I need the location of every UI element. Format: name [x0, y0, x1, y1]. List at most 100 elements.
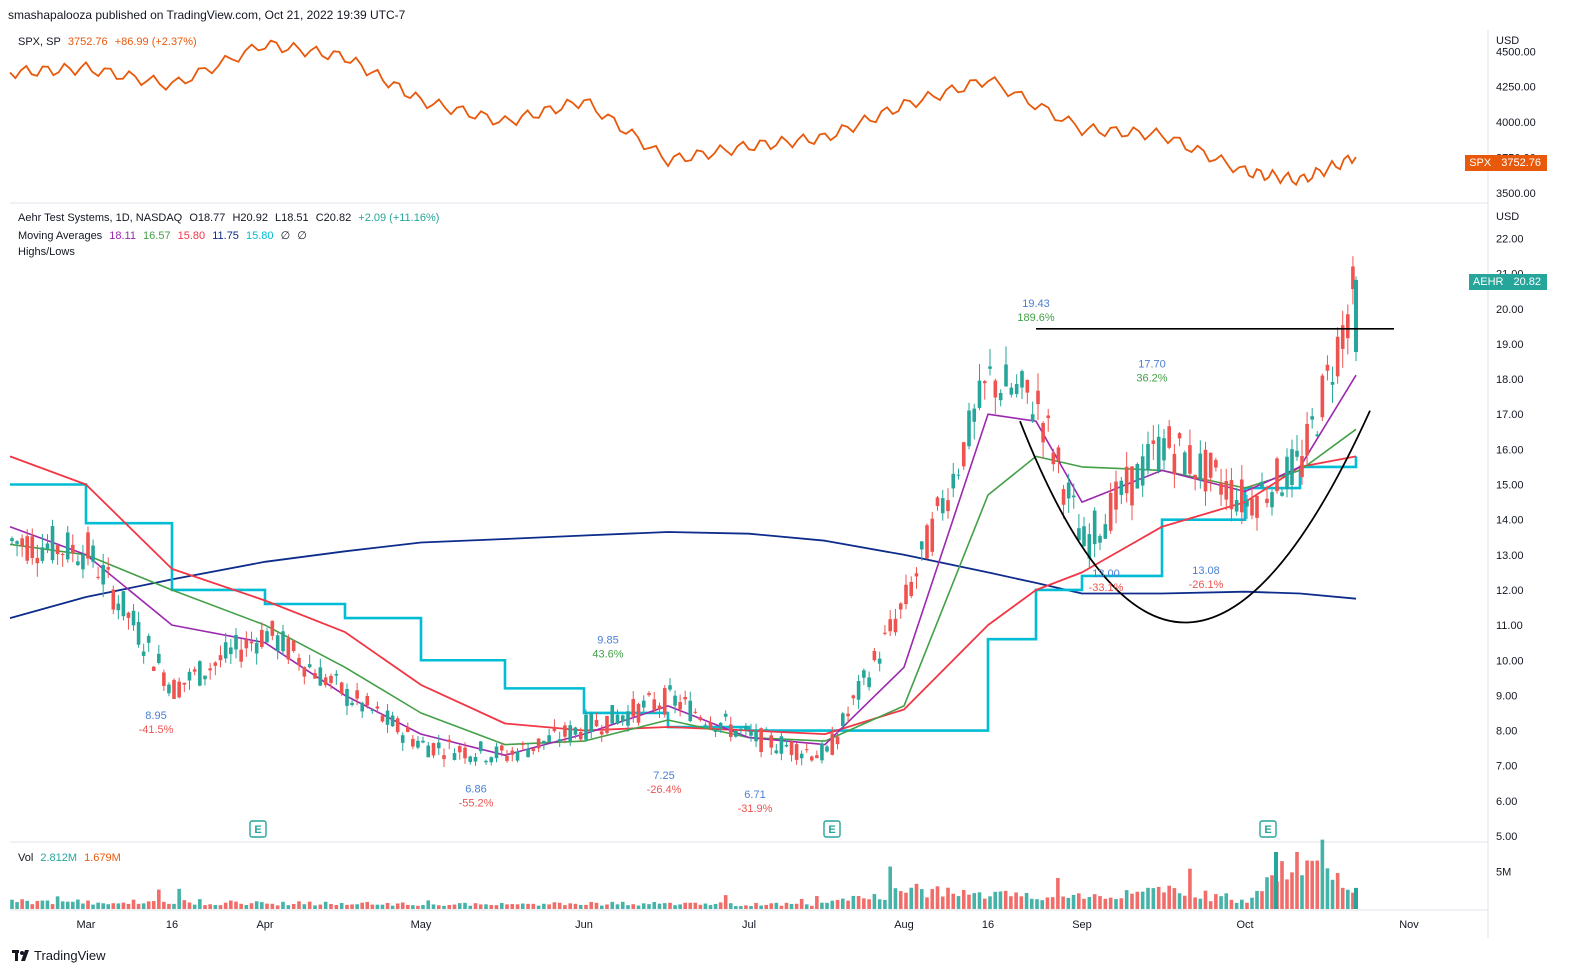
spx-price-badge: SPX 3752.76: [1465, 155, 1547, 171]
volume-bar: [734, 906, 738, 909]
candle-body: [177, 681, 181, 698]
volume-bar: [1320, 839, 1325, 909]
ma-value-4: 11.75: [212, 230, 239, 242]
candle-body: [1124, 466, 1129, 494]
candle-body: [1354, 279, 1358, 352]
candle-body: [1285, 456, 1289, 490]
candle-body: [610, 705, 615, 724]
candle-body: [594, 720, 599, 727]
volume-bar: [198, 899, 202, 909]
volume-bar: [1108, 897, 1113, 909]
candle-body: [463, 747, 467, 759]
candle-body: [1162, 438, 1166, 461]
candle-body: [872, 650, 877, 661]
candle-body: [662, 688, 667, 715]
spx-line: [9, 39, 1357, 187]
candle-body: [749, 731, 753, 736]
earnings-marker-label: E: [1264, 824, 1271, 836]
volume-bar: [318, 904, 323, 909]
volume-bar: [688, 902, 693, 909]
candle-body: [584, 714, 588, 740]
volume-bar: [96, 902, 100, 909]
volume-bar: [1224, 893, 1229, 909]
candle-body: [30, 536, 35, 558]
volume-bar: [1035, 899, 1039, 909]
candle-body: [846, 713, 850, 717]
candle-body: [1051, 452, 1056, 465]
candle-body: [510, 750, 515, 755]
candle-body: [1167, 426, 1171, 448]
grid-lines: [10, 30, 1489, 938]
highs-lows-legend[interactable]: Highs/Lows: [18, 246, 75, 258]
volume-bar: [141, 903, 146, 909]
volume-bar: [489, 905, 494, 909]
volume-bar: [956, 896, 961, 909]
volume-bar: [841, 898, 845, 909]
volume-bar: [1045, 897, 1050, 909]
candle-body: [131, 610, 136, 626]
spx-axis-tick: 3500.00: [1496, 188, 1536, 200]
candle-body: [1295, 450, 1299, 457]
volume-bar: [1076, 893, 1081, 909]
candle-body: [1036, 390, 1040, 405]
ma-legend[interactable]: Moving Averages 18.11 16.57 15.80 11.75 …: [18, 229, 311, 242]
candle-body: [375, 706, 380, 709]
candle-body: [1009, 387, 1014, 395]
candle-body: [693, 711, 698, 713]
candle-body: [1103, 524, 1108, 539]
volume-bar: [898, 891, 903, 909]
tradingview-footer[interactable]: TradingView: [12, 948, 106, 963]
volume-bar: [641, 903, 646, 909]
volume-bar: [323, 901, 328, 909]
main-legend[interactable]: Aehr Test Systems, 1D, NASDAQ O18.77 H20…: [18, 212, 443, 224]
volume-bar: [146, 901, 151, 909]
volume-bar: [851, 895, 856, 909]
annotation-price: 9.85: [597, 635, 618, 647]
candle-body: [835, 736, 840, 745]
candle-body: [599, 731, 604, 735]
spx-symbol: SPX, SP: [18, 36, 61, 48]
volume-bar: [431, 904, 436, 909]
main-axis-tick: 5.00: [1496, 831, 1517, 843]
time-axis-label: 16: [166, 919, 178, 931]
volume-bar: [360, 902, 364, 909]
candle-body: [442, 755, 446, 760]
volume-bar: [815, 896, 819, 909]
volume-bar: [1119, 898, 1124, 909]
annotation-price: 6.71: [744, 789, 765, 801]
aehr-price-badge: AEHR 20.82: [1468, 274, 1547, 290]
candle-body: [360, 702, 364, 712]
candle-body: [1108, 492, 1113, 531]
volume-bar: [1193, 897, 1197, 909]
candle-body: [925, 525, 929, 559]
volume-bar: [329, 903, 333, 909]
volume-bar: [647, 904, 651, 909]
candle-body: [1066, 482, 1071, 499]
volume-bar: [416, 905, 420, 909]
ma-value-1: 18.11: [109, 230, 136, 242]
volume-bar: [877, 899, 882, 909]
earnings-marker: [1259, 820, 1277, 838]
candle-body: [484, 760, 488, 763]
candle-body: [136, 621, 141, 645]
time-axis-label: Aug: [894, 919, 914, 931]
volume-bar: [728, 903, 733, 909]
earnings-marker-label: E: [828, 824, 835, 836]
time-axis-label: Oct: [1236, 919, 1253, 931]
candle-body: [390, 715, 395, 727]
volume-bar: [91, 904, 95, 909]
volume-bar: [779, 905, 784, 909]
candle-body: [1240, 479, 1244, 513]
candle-body: [784, 744, 789, 747]
candle-body: [1041, 423, 1045, 443]
candle-body: [1280, 492, 1284, 496]
candle-body: [1310, 416, 1314, 420]
volume-bar: [820, 902, 824, 909]
candle-body: [993, 380, 998, 398]
spx-legend[interactable]: SPX, SP 3752.76 +86.99 (+2.37%): [18, 36, 201, 48]
candle-body: [45, 543, 50, 550]
volume-legend[interactable]: Vol 2.812M 1.679M: [18, 852, 125, 864]
volume-bar: [789, 903, 794, 909]
main-axis-tick: 20.00: [1496, 304, 1524, 316]
earnings-marker: [823, 820, 841, 838]
